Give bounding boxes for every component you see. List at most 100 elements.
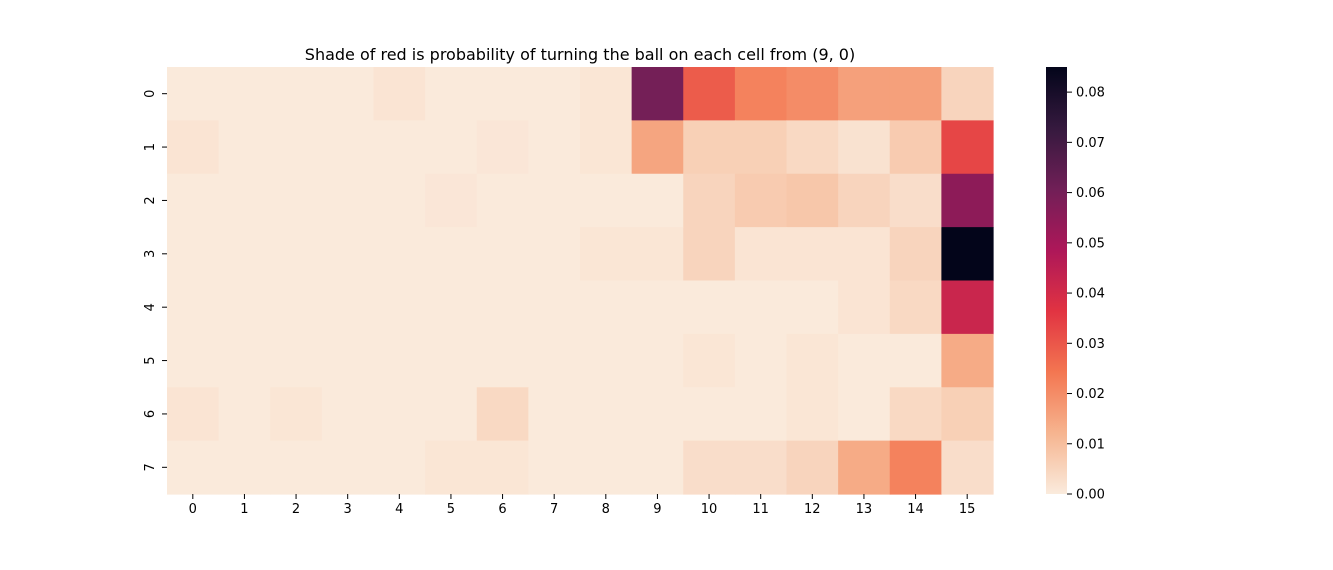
heatmap-cell [683,120,736,175]
heatmap-cell [734,440,788,495]
heatmap-cell [786,387,839,442]
heatmap-cell [528,173,581,228]
heatmap-cell [270,120,323,175]
x-tick-label: 9 [653,502,661,517]
heatmap-cell [580,333,633,388]
heatmap-cell [373,440,426,495]
heatmap-cell [425,333,478,388]
heatmap-cell [373,120,426,175]
heatmap-cell [270,387,323,442]
heatmap-cell [683,227,736,282]
heatmap-cell [476,280,529,335]
heatmap-cell [218,280,271,335]
heatmap-cell [373,67,426,121]
heatmap-cell [425,440,478,495]
heatmap-cell [889,173,942,228]
heatmap-cell [528,227,581,282]
heatmap-cell [683,440,736,495]
heatmap-cell [270,440,323,495]
colorbar-gradient [1046,67,1067,494]
heatmap-cell [786,280,839,335]
heatmap-cell [683,387,736,442]
heatmap-cell [889,227,942,282]
y-tick-label: 1 [143,143,158,151]
heatmap-cell [580,387,633,442]
colorbar: 0.00 0.01 0.02 0.03 0.04 0.05 0.06 0.07 0.08 [1046,67,1105,503]
heatmap-cell [631,67,684,121]
heatmap-cell [167,280,220,335]
heatmap-cells [167,67,994,495]
heatmap-cell [786,333,839,388]
heatmap-cell [270,333,323,388]
heatmap-cell [734,280,788,335]
heatmap-cell [528,333,581,388]
heatmap-cell [838,387,891,442]
heatmap-cell [941,440,994,495]
heatmap-cell [167,333,220,388]
heatmap-cell [218,333,271,388]
heatmap-cell [889,333,942,388]
x-tick-label: 12 [804,502,821,517]
heatmap-cell [786,227,839,282]
heatmap-cell [941,280,994,335]
heatmap-cell [580,440,633,495]
colorbar-tick-label: 0.05 [1076,236,1105,251]
heatmap-cell [476,333,529,388]
heatmap-cell [528,387,581,442]
heatmap-cell [321,227,375,282]
x-tick-label: 1 [240,502,248,517]
heatmap-cell [631,280,684,335]
heatmap-cell [218,173,271,228]
heatmap-cell [321,173,375,228]
heatmap-cell [838,120,891,175]
heatmap-cell [476,387,529,442]
heatmap-cell [734,173,788,228]
heatmap-cell [786,440,839,495]
colorbar-tick-label: 0.00 [1076,488,1105,503]
heatmap-cell [941,227,994,282]
x-axis: 0 1 2 3 4 5 6 7 8 9 10 11 12 13 14 15 [189,494,976,517]
x-tick-label: 3 [344,502,352,517]
heatmap-cell [683,67,736,121]
y-tick-label: 7 [143,463,158,471]
heatmap-cell [528,440,581,495]
y-tick-label: 4 [143,303,158,311]
heatmap-cell [167,387,220,442]
heatmap-cell [734,387,788,442]
heatmap-cell [889,387,942,442]
heatmap-cell [321,67,375,121]
heatmap-cell [476,120,529,175]
heatmap-cell [580,67,633,121]
x-tick-label: 11 [752,502,769,517]
heatmap-cell [218,67,271,121]
colorbar-tick-label: 0.07 [1076,136,1105,151]
heatmap-cell [528,67,581,121]
heatmap-cell [425,280,478,335]
heatmap-cell [786,67,839,121]
heatmap-cell [683,280,736,335]
heatmap-cell [580,280,633,335]
heatmap-cell [889,67,942,121]
heatmap-cell [218,387,271,442]
heatmap-cell [167,120,220,175]
heatmap-cell [734,333,788,388]
heatmap-cell [425,67,478,121]
colorbar-tick-label: 0.06 [1076,186,1105,201]
x-tick-label: 15 [959,502,976,517]
heatmap-cell [838,173,891,228]
heatmap-cell [270,173,323,228]
heatmap-cell [218,227,271,282]
heatmap-cell [373,173,426,228]
heatmap-cell [631,333,684,388]
x-tick-label: 7 [550,502,558,517]
heatmap-cell [270,227,323,282]
heatmap-cell [580,120,633,175]
heatmap-cell [321,120,375,175]
heatmap-cell [838,333,891,388]
chart-title: Shade of red is probability of turning t… [305,45,855,64]
heatmap-cell [683,333,736,388]
heatmap-cell [941,333,994,388]
heatmap-cell [683,173,736,228]
heatmap-cell [631,120,684,175]
y-tick-label: 6 [143,410,158,418]
